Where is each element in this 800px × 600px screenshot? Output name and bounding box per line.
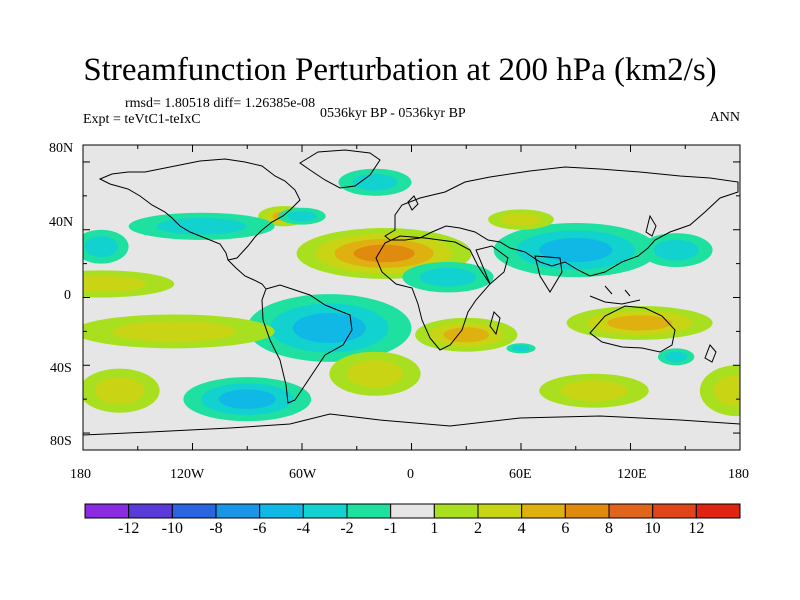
coast-greenland bbox=[299, 149, 381, 189]
contour-feature-20-level-1 bbox=[664, 351, 688, 363]
colorbar-swatch-9 bbox=[477, 503, 523, 519]
coast-central-america bbox=[227, 259, 267, 290]
colorbar-swatch-14 bbox=[695, 503, 741, 519]
coast-britain bbox=[407, 195, 419, 211]
colorbar-label: -10 bbox=[161, 520, 183, 537]
contour-feature-0-level-3 bbox=[353, 244, 415, 263]
colorbar-swatch-3 bbox=[215, 503, 261, 519]
coast-madagascar bbox=[489, 311, 501, 336]
colorbar-swatch-10 bbox=[521, 503, 566, 519]
colorbar-swatch-8 bbox=[433, 503, 479, 519]
experiment-label: Expt = teVtC1-teIxC bbox=[83, 112, 201, 127]
colorbar-label: 4 bbox=[517, 520, 526, 537]
colorbar-label: -1 bbox=[383, 520, 398, 537]
coast-australia bbox=[589, 305, 676, 353]
colorbar-swatch-2 bbox=[171, 503, 217, 519]
contour-feature-19-level-2 bbox=[607, 315, 673, 331]
map-background bbox=[83, 145, 740, 450]
coast-north-america bbox=[98, 158, 301, 261]
lat-tick-80s: 80S bbox=[50, 434, 72, 449]
contour-feature-13-level-1 bbox=[94, 377, 145, 405]
coast-arabia bbox=[475, 245, 509, 285]
coast-antarctica bbox=[83, 413, 740, 436]
colorbar-label: 1 bbox=[430, 520, 439, 537]
colorbar-swatch-4 bbox=[259, 503, 304, 519]
coast-india bbox=[534, 255, 563, 293]
contour-feature-17-level-1 bbox=[512, 345, 530, 352]
colorbar-swatch-7 bbox=[390, 503, 435, 519]
stats-label: rmsd= 1.80518 diff= 1.26385e-08 bbox=[125, 96, 316, 111]
contour-feature-15-level-1 bbox=[346, 360, 404, 388]
colorbar-label: -4 bbox=[296, 520, 310, 537]
coast-japan bbox=[645, 214, 657, 237]
contour-feature-11-level-2 bbox=[292, 312, 366, 344]
coast-africa bbox=[375, 235, 491, 351]
map-title: Streamfunction Perturbation at 200 hPa (… bbox=[83, 52, 717, 88]
lat-tick-80n: 80N bbox=[49, 141, 74, 156]
coast-indonesia bbox=[589, 285, 641, 305]
season-label: ANN bbox=[709, 110, 740, 125]
lon-tick-180e: 180 bbox=[728, 467, 749, 482]
colorbar-swatch-0 bbox=[84, 503, 130, 519]
colorbar-label: 2 bbox=[474, 520, 482, 537]
colorbar-label: 6 bbox=[561, 520, 570, 537]
colorbar-label: -2 bbox=[340, 520, 354, 537]
contour-feature-6-level-2 bbox=[539, 238, 613, 263]
lon-tick-180w: 180 bbox=[70, 467, 91, 482]
lat-tick-40s: 40S bbox=[50, 361, 72, 376]
colorbar-label: -12 bbox=[117, 520, 140, 537]
lon-tick-120w: 120W bbox=[170, 467, 205, 482]
contour-feature-21-level-1 bbox=[713, 375, 740, 407]
contour-feature-14-level-2 bbox=[218, 389, 276, 409]
colorbar-swatch-6 bbox=[346, 503, 392, 519]
colorbar-label: -8 bbox=[209, 520, 223, 537]
axis-ticks bbox=[82, 145, 741, 450]
lon-tick-0: 0 bbox=[407, 467, 414, 482]
contour-feature-12-level-1 bbox=[112, 320, 237, 342]
colorbar-swatch-1 bbox=[128, 503, 173, 519]
contour-feature-4-level-1 bbox=[352, 173, 398, 191]
colorbar-swatch-11 bbox=[564, 503, 610, 519]
colorbar-swatch-5 bbox=[302, 503, 348, 519]
coastlines bbox=[83, 149, 740, 436]
contour-feature-5-level-1 bbox=[419, 267, 477, 287]
colorbar bbox=[84, 503, 741, 519]
coast-eurasia bbox=[384, 166, 739, 277]
lon-tick-120e: 120E bbox=[617, 467, 647, 482]
colorbar-swatch-13 bbox=[652, 503, 697, 519]
lat-tick-40n: 40N bbox=[49, 215, 74, 230]
coast-south-america bbox=[261, 284, 353, 404]
contour-fill-layer bbox=[83, 168, 740, 422]
lon-tick-60w: 60W bbox=[289, 467, 317, 482]
colorbar-label: 8 bbox=[605, 520, 613, 537]
contour-feature-2-level-1 bbox=[156, 217, 247, 235]
contour-feature-16-level-2 bbox=[443, 327, 489, 343]
period-label: 0536kyr BP - 0536kyr BP bbox=[320, 106, 466, 121]
contour-feature-9-level-1 bbox=[84, 236, 119, 258]
contour-feature-8-level-1 bbox=[500, 213, 542, 226]
contour-feature-10-level-1 bbox=[83, 275, 147, 293]
colorbar-label: 12 bbox=[688, 520, 705, 537]
contour-feature-3-level-1 bbox=[287, 210, 317, 222]
contour-feature-18-level-1 bbox=[560, 380, 628, 402]
colorbar-label: 10 bbox=[644, 520, 661, 537]
contour-feature-7-level-1 bbox=[653, 239, 699, 261]
colorbar-label: -6 bbox=[252, 520, 267, 537]
colorbar-swatch-12 bbox=[608, 503, 654, 519]
lat-tick-0: 0 bbox=[64, 288, 71, 303]
lon-tick-60e: 60E bbox=[509, 467, 532, 482]
coast-new-zealand bbox=[704, 344, 717, 363]
